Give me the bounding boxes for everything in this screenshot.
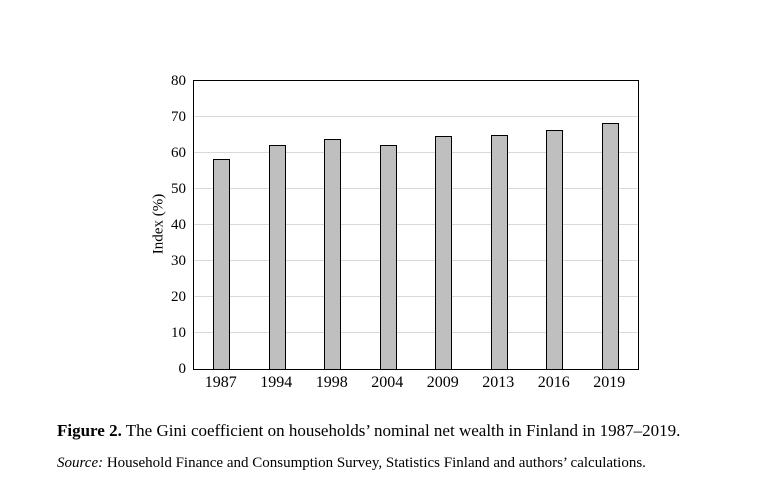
y-tick-label: 70 — [171, 109, 186, 125]
plot-area — [193, 80, 639, 370]
figure-caption: Figure 2. The Gini coefficient on househ… — [57, 419, 757, 442]
gridline — [194, 224, 638, 225]
y-tick-label: 20 — [171, 289, 186, 305]
gridline — [194, 296, 638, 297]
x-axis-tick-labels: 1987 1994 1998 2004 2009 2013 2016 2019 — [193, 373, 637, 393]
gridline — [194, 116, 638, 117]
x-tick-label: 2016 — [537, 374, 570, 391]
bar-2013 — [490, 135, 508, 369]
figure-source-text: Household Finance and Consumption Survey… — [103, 455, 646, 471]
figure-caption-label: Figure 2. — [57, 421, 122, 440]
y-tick-label: 80 — [171, 73, 186, 89]
gridline — [194, 332, 638, 333]
bar-1998 — [324, 139, 342, 369]
gridline — [194, 260, 638, 261]
y-tick-label: 40 — [171, 217, 186, 233]
y-tick-label: 60 — [171, 145, 186, 161]
y-tick-label: 0 — [178, 361, 187, 377]
x-tick-label: 1987 — [204, 374, 237, 391]
x-tick-label: 2013 — [482, 374, 515, 391]
bar-1987 — [213, 159, 231, 369]
bar-2019 — [601, 123, 619, 369]
y-axis-tick-labels: 0 10 20 30 40 50 60 70 80 — [138, 73, 186, 377]
bar-2016 — [546, 130, 564, 369]
x-tick-label: 1994 — [260, 374, 293, 391]
figure-caption-text: The Gini coefficient on households’ nomi… — [121, 421, 681, 440]
y-tick-label: 30 — [171, 253, 186, 269]
x-tick-label: 2004 — [371, 374, 404, 391]
figure-source: Source: Household Finance and Consumptio… — [57, 453, 757, 474]
gridline — [194, 152, 638, 153]
figure-source-label: Source: — [57, 455, 104, 471]
bar-1994 — [268, 145, 286, 369]
gridline — [194, 188, 638, 189]
bar-2009 — [435, 136, 453, 369]
y-tick-label: 10 — [171, 325, 186, 341]
bar-2004 — [379, 145, 397, 369]
x-tick-label: 1998 — [315, 374, 348, 391]
y-tick-label: 50 — [171, 181, 186, 197]
x-tick-label: 2019 — [593, 374, 626, 391]
x-tick-label: 2009 — [426, 374, 459, 391]
